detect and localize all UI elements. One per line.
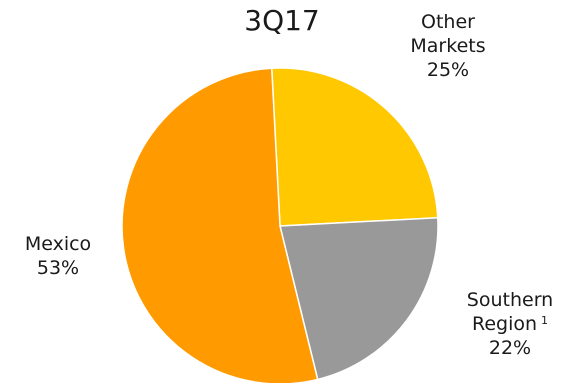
slice-value-southern-region: 22% [489, 337, 531, 359]
slice-other-markets [270, 67, 439, 227]
slice-label-southern-region: Southern [467, 289, 553, 311]
slice-value-other-markets: 25% [427, 59, 469, 81]
slice-mexico [121, 67, 319, 383]
slice-label-other-markets: Other [421, 11, 475, 33]
chart-title: 3Q17 [244, 4, 319, 37]
pie-slices [121, 67, 439, 383]
slice-southern-region [279, 216, 439, 381]
slice-label-southern-region: Region 1 [472, 313, 548, 335]
slice-value-mexico: 53% [37, 257, 79, 279]
slice-label-other-markets: Markets [410, 35, 485, 57]
footnote-marker: 1 [541, 314, 548, 327]
slice-label-mexico: Mexico [25, 233, 91, 255]
